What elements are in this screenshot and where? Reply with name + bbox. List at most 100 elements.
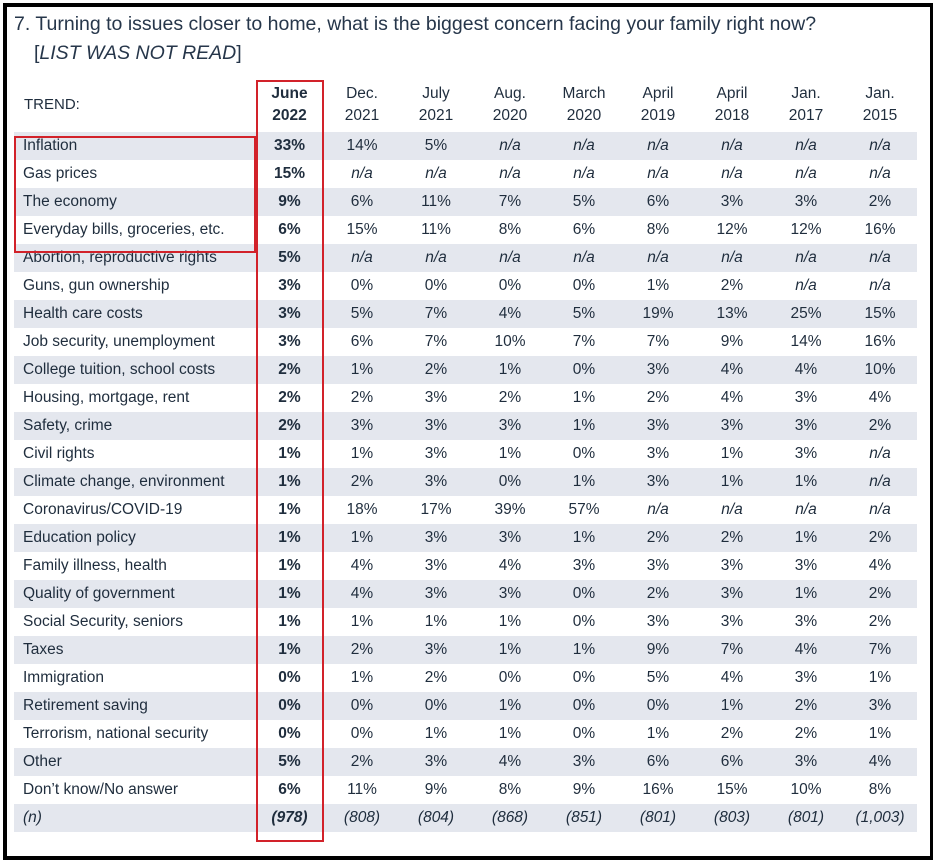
table-cell: 9% bbox=[547, 776, 621, 804]
table-cell: 3% bbox=[695, 580, 769, 608]
row-label: Terrorism, national security bbox=[14, 720, 254, 748]
table-cell: 3% bbox=[695, 188, 769, 216]
table-cell: 5% bbox=[254, 748, 325, 776]
table-cell: 3% bbox=[769, 440, 843, 468]
table-cell: 1% bbox=[547, 468, 621, 496]
table-row: Gas prices 15% n/a n/a n/a n/a n/a n/a n/a n/a bbox=[14, 160, 917, 188]
row-label: Don’t know/No answer bbox=[14, 776, 254, 804]
table-cell: n/a bbox=[769, 132, 843, 160]
table-cell: 16% bbox=[843, 328, 917, 356]
table-cell: (808) bbox=[325, 804, 399, 832]
table-cell: 1% bbox=[473, 608, 547, 636]
table-cell: 3% bbox=[695, 608, 769, 636]
table-cell: 12% bbox=[695, 216, 769, 244]
table-cell: 1% bbox=[325, 524, 399, 552]
table-cell: 1% bbox=[769, 468, 843, 496]
table-cell: 7% bbox=[547, 328, 621, 356]
table-row: Guns, gun ownership 3% 0% 0% 0% 0% 1% 2% n/a n/a bbox=[14, 272, 917, 300]
table-cell: 0% bbox=[547, 580, 621, 608]
column-header-month: April bbox=[642, 85, 674, 102]
column-header-year: 2022 bbox=[272, 107, 307, 124]
table-cell: 7% bbox=[695, 636, 769, 664]
row-label: Everyday bills, groceries, etc. bbox=[14, 216, 254, 244]
table-cell: 1% bbox=[843, 664, 917, 692]
row-label: Civil rights bbox=[14, 440, 254, 468]
table-cell: 3% bbox=[254, 300, 325, 328]
table-cell: 3% bbox=[547, 552, 621, 580]
table-cell: 19% bbox=[621, 300, 695, 328]
table-row: Other 5% 2% 3% 4% 3% 6% 6% 3% 4% bbox=[14, 748, 917, 776]
table-cell: 2% bbox=[325, 468, 399, 496]
table-cell: n/a bbox=[843, 244, 917, 272]
table-cell: 1% bbox=[325, 356, 399, 384]
table-row: Terrorism, national security 0% 0% 1% 1% 0% 1%… bbox=[14, 720, 917, 748]
table-cell: 0% bbox=[547, 440, 621, 468]
table-cell: 7% bbox=[399, 300, 473, 328]
table-cell: 1% bbox=[695, 692, 769, 720]
table-cell: 8% bbox=[473, 216, 547, 244]
table-cell: 3% bbox=[254, 272, 325, 300]
column-header-month: July bbox=[422, 85, 450, 102]
table-row: Education policy 1% 1% 3% 3% 1% 2% 2% 1% 2% bbox=[14, 524, 917, 552]
table-cell: 1% bbox=[399, 720, 473, 748]
table-cell: 3% bbox=[473, 524, 547, 552]
row-label: Climate change, environment bbox=[14, 468, 254, 496]
table-cell: 2% bbox=[843, 412, 917, 440]
table-cell: (804) bbox=[399, 804, 473, 832]
table-row: Family illness, health 1% 4% 3% 4% 3% 3% 3% 3% 4% bbox=[14, 552, 917, 580]
table-cell: 1% bbox=[325, 608, 399, 636]
table-cell: 3% bbox=[769, 552, 843, 580]
table-cell: 4% bbox=[695, 384, 769, 412]
table-cell: 4% bbox=[695, 356, 769, 384]
table-cell: 3% bbox=[399, 468, 473, 496]
table-cell: 9% bbox=[695, 328, 769, 356]
row-label: Immigration bbox=[14, 664, 254, 692]
table-cell: 33% bbox=[254, 132, 325, 160]
table-row: College tuition, school costs 2% 1% 2% 1% 0% 3… bbox=[14, 356, 917, 384]
table-cell: n/a bbox=[621, 496, 695, 524]
question-text: 7. Turning to issues closer to home, wha… bbox=[14, 13, 817, 35]
table-cell: 12% bbox=[769, 216, 843, 244]
table-cell: 3% bbox=[399, 580, 473, 608]
row-label: Health care costs bbox=[14, 300, 254, 328]
column-header: March 2020 bbox=[547, 78, 621, 132]
row-label: Guns, gun ownership bbox=[14, 272, 254, 300]
table-cell: 6% bbox=[621, 748, 695, 776]
row-label: Quality of government bbox=[14, 580, 254, 608]
table-cell: 8% bbox=[621, 216, 695, 244]
table-cell: n/a bbox=[325, 244, 399, 272]
column-header: Jan. 2015 bbox=[843, 78, 917, 132]
column-header: Dec. 2021 bbox=[325, 78, 399, 132]
table-cell: n/a bbox=[621, 160, 695, 188]
table-cell: n/a bbox=[473, 132, 547, 160]
table-cell: 5% bbox=[399, 132, 473, 160]
table-cell: 7% bbox=[473, 188, 547, 216]
column-header-year: 2021 bbox=[418, 107, 454, 124]
header-row: TREND: June 2022 Dec. 2021 July 2021 Aug. 2020 M… bbox=[14, 78, 917, 132]
table-cell: 3% bbox=[399, 384, 473, 412]
table-cell: n/a bbox=[769, 244, 843, 272]
table-cell: 7% bbox=[843, 636, 917, 664]
table-cell: 9% bbox=[254, 188, 325, 216]
table-cell: n/a bbox=[695, 160, 769, 188]
table-cell: 5% bbox=[325, 300, 399, 328]
table-cell: 1% bbox=[254, 636, 325, 664]
table-cell: 0% bbox=[473, 272, 547, 300]
table-cell: n/a bbox=[399, 244, 473, 272]
table-cell: 0% bbox=[473, 664, 547, 692]
table-row: Quality of government 1% 4% 3% 3% 0% 2% 3% 1% 2% bbox=[14, 580, 917, 608]
table-cell: 4% bbox=[769, 636, 843, 664]
column-header-year: 2020 bbox=[492, 107, 528, 124]
table-row: Safety, crime 2% 3% 3% 3% 1% 3% 3% 3% 2% bbox=[14, 412, 917, 440]
column-header-month: Dec. bbox=[346, 85, 378, 102]
table-cell: 1% bbox=[473, 440, 547, 468]
table-cell: 3% bbox=[621, 440, 695, 468]
table-row: Coronavirus/COVID-19 1% 18% 17% 39% 57% n/a n/a… bbox=[14, 496, 917, 524]
table-cell: 9% bbox=[399, 776, 473, 804]
table-cell: 5% bbox=[547, 188, 621, 216]
trend-label: TREND: bbox=[24, 96, 80, 113]
table-cell: 3% bbox=[769, 188, 843, 216]
column-header: Jan. 2017 bbox=[769, 78, 843, 132]
table-cell: 11% bbox=[399, 216, 473, 244]
table-cell: 9% bbox=[621, 636, 695, 664]
